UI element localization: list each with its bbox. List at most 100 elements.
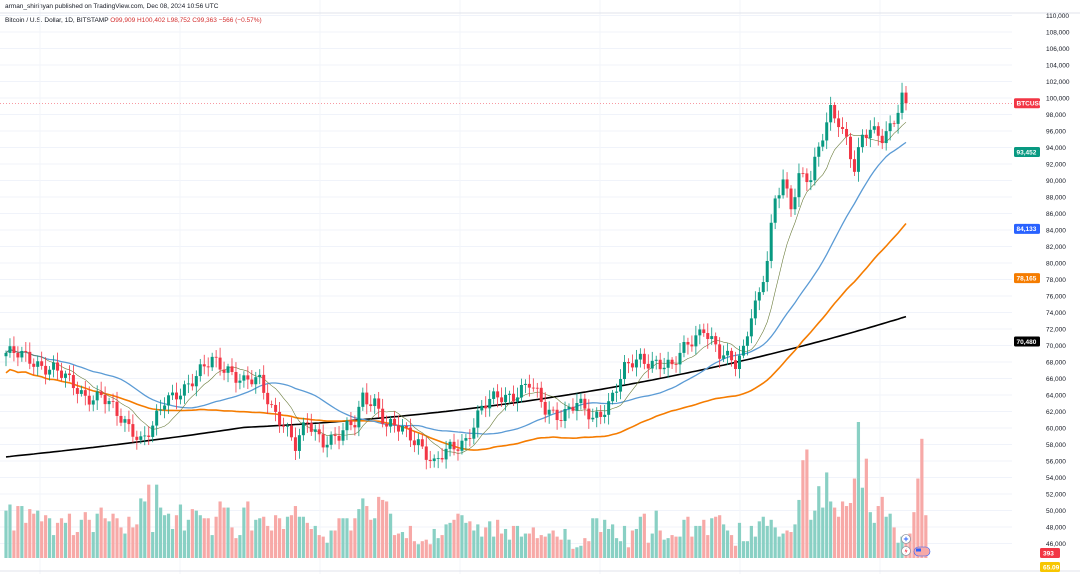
volume-bar [797,499,801,558]
candle [40,351,44,370]
y-tick-label: 104,000 [1046,62,1070,69]
volume-bar [226,507,230,558]
volume-bar [737,522,742,558]
volume-bar [333,530,337,558]
volume-bar [702,519,706,558]
volume-bar [202,518,206,558]
candle [575,393,579,421]
candle [571,398,575,414]
candle-body [266,392,270,405]
candle [642,348,646,370]
candle [305,413,309,433]
candle [242,371,246,388]
candle-body [523,383,527,385]
volume-bar [575,547,579,558]
candle [115,391,119,426]
candle-body [658,359,662,370]
volume-bar [555,536,559,558]
volume-bar [250,530,254,558]
volume-bar [281,528,286,558]
candle [250,370,254,387]
volume-bar [341,518,345,558]
volume-bar [162,515,167,558]
candle [353,415,357,436]
candle-body [650,360,654,369]
candle [32,358,36,375]
candle [56,352,60,380]
flash-icon [901,546,911,556]
candle-body [500,397,504,403]
candle-body [880,135,884,144]
candle-body [694,335,698,347]
candle [480,400,484,415]
price-badge: BTCUSD [1014,98,1044,109]
volume-bar [230,527,234,558]
volume-bar [547,533,551,558]
candle-body [313,429,317,432]
candle-body [674,364,678,365]
volume-bar [448,522,452,558]
candle-body [460,440,464,451]
volume-bar [809,519,813,558]
candle-body [131,424,135,437]
candle [872,117,876,134]
candle-body [848,136,852,160]
flag-canton [916,548,921,552]
candle [527,374,531,397]
volume-bar [924,515,928,558]
candle [345,417,349,441]
volume-bar [218,501,222,558]
volume-bar [464,522,468,558]
candle [813,147,817,186]
candle-body [357,406,361,428]
indicator-badge-text: 393 [1043,550,1054,557]
volume-bar [353,518,357,558]
candle-body [638,353,642,360]
candle-body [99,391,103,395]
candle [48,366,52,381]
candle-body [619,379,623,392]
candle [357,400,361,437]
candle-body [686,341,690,345]
candle [508,390,512,404]
volume-bar [400,532,405,558]
volume-bar [860,487,864,558]
candle-body [757,292,761,301]
candle [373,393,377,414]
volume-bar [321,536,325,558]
candle [567,403,571,419]
volume-bar [591,518,595,558]
volume-bar [733,545,738,558]
candle [900,82,904,120]
candle-body [127,419,131,425]
candle-body [515,397,519,402]
volume-bar [614,538,619,558]
candle [262,365,266,400]
candle-body [309,423,313,432]
candle [825,112,829,150]
candle-body [448,441,452,449]
candle-body [321,434,325,448]
candle [599,405,603,425]
volume-icons [901,534,931,557]
candle-body [163,405,167,410]
price-badge: 70,480 [1014,336,1040,347]
volume-bar [59,518,64,558]
candle [190,373,194,391]
volume-bar [496,519,500,558]
candle-body [452,441,456,450]
moving-averages [5,121,907,458]
volume-bar [40,521,44,558]
candle-body [860,134,864,148]
candle-body [555,409,559,421]
volume-bar [559,539,563,558]
volume-bar [916,478,920,558]
candle [848,132,852,168]
candle [880,128,884,150]
candle-body [575,403,579,411]
candle [28,342,32,370]
volume-bar [599,532,603,558]
candle-body [642,353,646,364]
candle-body [856,147,860,172]
